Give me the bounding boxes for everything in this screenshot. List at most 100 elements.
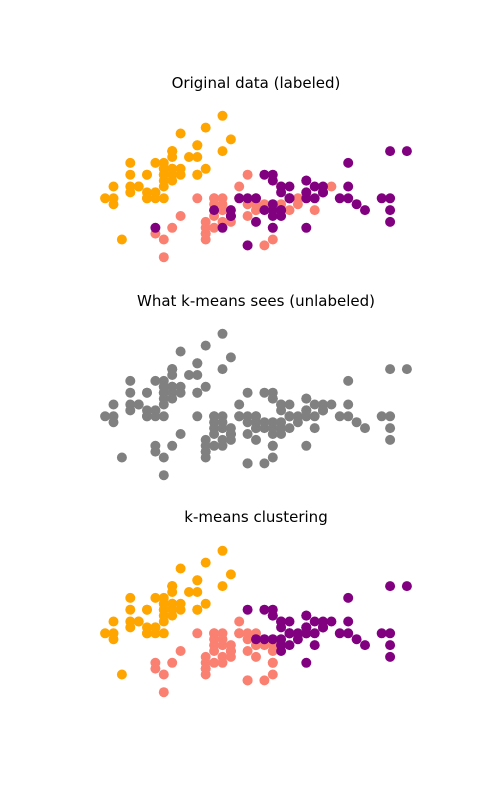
data-point: [276, 423, 287, 434]
data-point: [259, 169, 270, 180]
data-point: [200, 651, 211, 662]
data-point: [158, 163, 169, 174]
data-point: [259, 205, 270, 216]
data-point: [150, 187, 161, 198]
data-point: [301, 657, 312, 668]
data-point: [125, 169, 136, 180]
data-point: [100, 411, 111, 422]
data-point: [158, 669, 169, 680]
data-point: [158, 381, 169, 392]
scatter-panel-unlabeled: What k-means sees (unlabeled): [100, 292, 412, 481]
data-point: [385, 146, 396, 157]
data-point: [267, 440, 278, 451]
data-point: [192, 628, 203, 639]
data-point: [167, 581, 178, 592]
data-point: [267, 452, 278, 463]
data-point: [225, 569, 236, 580]
data-point: [351, 199, 362, 210]
data-point: [267, 604, 278, 615]
data-point: [167, 387, 178, 398]
data-point: [309, 423, 320, 434]
data-point: [150, 592, 161, 603]
panel-title: What k-means sees (unlabeled): [137, 292, 375, 310]
data-point: [259, 675, 270, 686]
data-point: [175, 563, 186, 574]
data-point: [401, 364, 412, 375]
data-point: [334, 411, 345, 422]
data-point: [376, 628, 387, 639]
data-point: [217, 545, 228, 556]
data-point: [217, 657, 228, 668]
data-point: [242, 387, 253, 398]
data-point: [351, 417, 362, 428]
data-point: [301, 411, 312, 422]
data-point: [276, 187, 287, 198]
data-point: [385, 640, 396, 651]
data-point: [301, 628, 312, 639]
data-point: [142, 604, 152, 615]
data-point: [225, 646, 236, 656]
data-point: [167, 440, 178, 451]
data-point: [251, 205, 261, 216]
data-point: [376, 193, 387, 204]
data-point: [158, 393, 169, 404]
data-point: [150, 622, 161, 633]
data-point: [200, 434, 211, 445]
data-point: [401, 146, 412, 157]
data-point: [284, 628, 295, 639]
data-point: [167, 146, 178, 157]
data-point: [158, 452, 169, 463]
data-point: [326, 616, 337, 627]
data-point: [192, 140, 203, 151]
data-point: [150, 222, 161, 233]
data-point: [259, 240, 270, 251]
data-point: [234, 399, 245, 410]
data-point: [276, 640, 287, 651]
data-point: [209, 628, 220, 639]
data-point: [200, 381, 211, 392]
data-point: [326, 181, 337, 192]
data-point: [167, 364, 178, 375]
data-point: [192, 387, 203, 398]
data-point: [158, 175, 169, 186]
data-point: [217, 205, 228, 216]
data-point: [192, 169, 203, 180]
data-point: [301, 222, 312, 233]
data-point: [343, 592, 354, 603]
data-point: [150, 405, 161, 416]
data-point: [284, 423, 295, 434]
data-point: [276, 622, 287, 633]
data-point: [242, 458, 253, 469]
data-point: [125, 604, 136, 615]
data-point: [259, 387, 270, 398]
data-point: [259, 423, 270, 434]
data-point: [234, 616, 245, 627]
data-point: [108, 411, 119, 422]
data-point: [192, 152, 203, 162]
data-point: [217, 328, 228, 339]
data-point: [276, 405, 287, 416]
data-point: [242, 646, 253, 656]
data-point: [360, 640, 370, 651]
data-point: [158, 411, 169, 422]
data-point: [343, 411, 354, 422]
data-point: [133, 181, 144, 192]
data-point: [175, 646, 186, 656]
data-point: [284, 193, 295, 204]
data-point: [360, 423, 370, 434]
data-point: [284, 640, 295, 651]
data-point: [217, 146, 228, 157]
data-point: [116, 452, 127, 463]
data-point: [385, 411, 396, 422]
data-point: [209, 205, 220, 216]
data-point: [284, 616, 295, 627]
data-point: [309, 181, 320, 192]
data-point: [200, 557, 211, 568]
data-point: [242, 193, 253, 204]
data-point: [242, 411, 253, 422]
data-point: [301, 393, 312, 404]
data-point: [326, 399, 337, 410]
data-point: [116, 669, 127, 680]
data-point: [318, 622, 328, 633]
data-point: [108, 181, 119, 192]
